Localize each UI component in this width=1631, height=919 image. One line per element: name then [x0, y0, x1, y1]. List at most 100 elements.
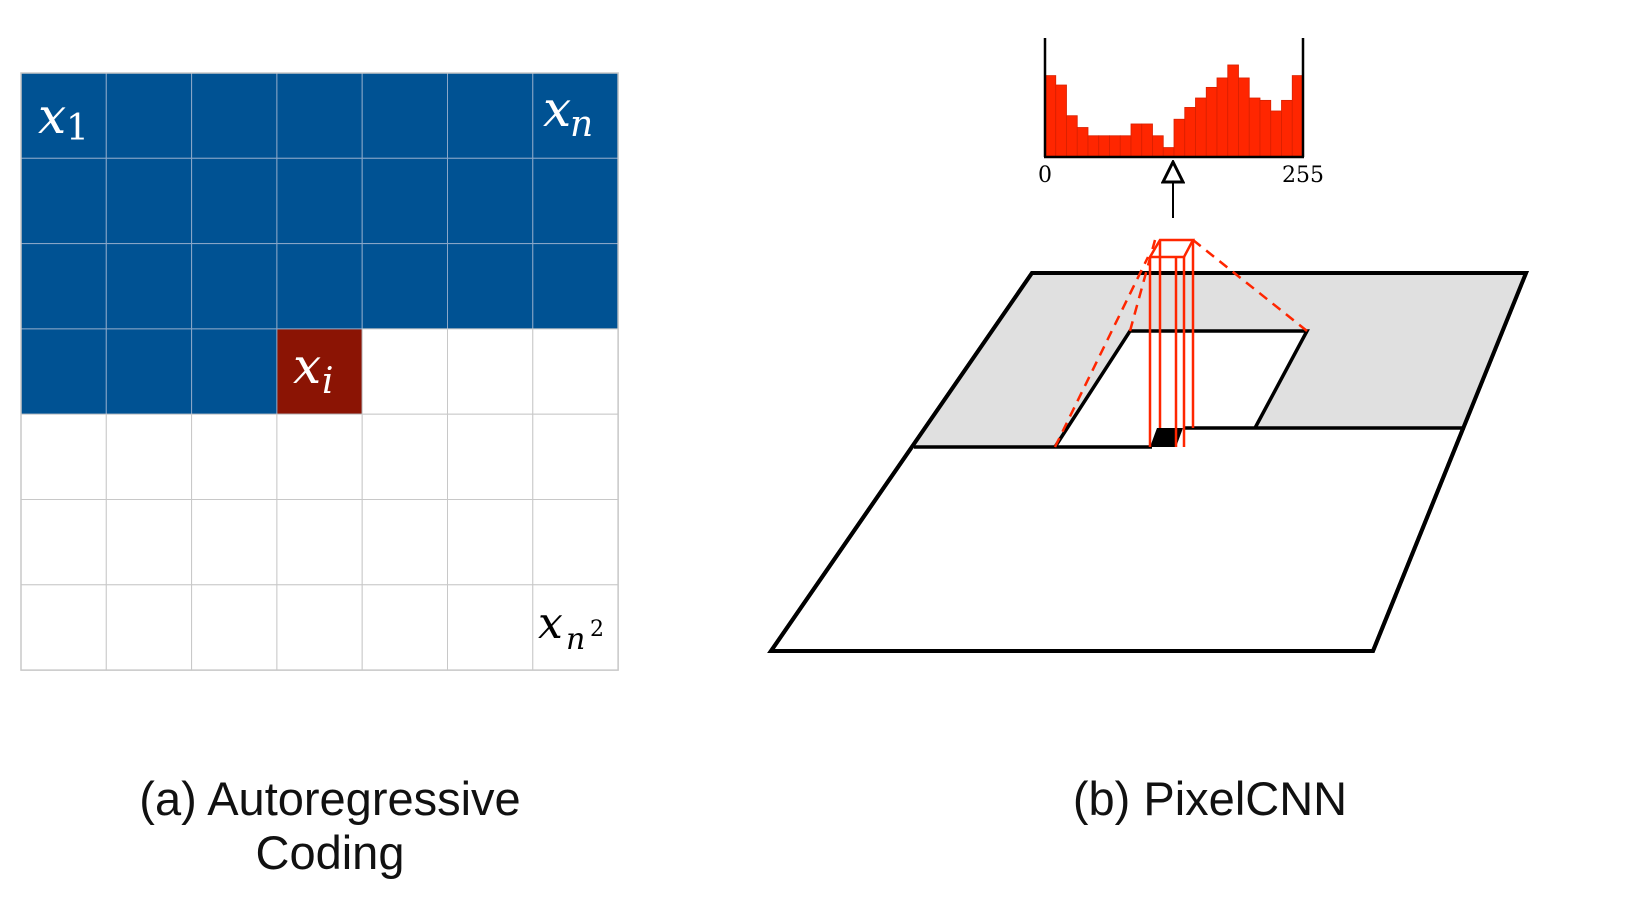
histogram-bar [1270, 110, 1282, 158]
grid-cell [20, 157, 107, 245]
histogram-bar [1259, 99, 1272, 158]
label-xn2-base: x [538, 598, 563, 649]
label-xn2-sub: n [566, 622, 585, 657]
histogram-bar [1152, 135, 1164, 158]
histogram-min-label: 0 [1038, 163, 1052, 188]
label-x1-sub: 1 [66, 108, 89, 149]
histogram-bar [1281, 99, 1293, 158]
label-x1-base: x [38, 87, 66, 145]
grid-cell [276, 584, 363, 671]
grid-cell [105, 499, 193, 586]
grid-cell [276, 413, 363, 501]
grid-cell [105, 584, 193, 671]
histogram-bar [1098, 135, 1110, 158]
grid-cell [20, 413, 107, 501]
grid-cell [276, 72, 363, 159]
histogram-bar [1162, 147, 1175, 158]
grid-cell [105, 72, 193, 159]
histogram-bar [1227, 64, 1239, 158]
label-xn-base: x [543, 80, 571, 138]
grid-cell [361, 413, 449, 501]
autoregressive-grid [20, 72, 619, 671]
grid-cell [276, 499, 363, 586]
label-xi: x i [293, 337, 334, 402]
grid-border [20, 72, 619, 671]
grid-cell [20, 584, 107, 671]
histogram-bar [1216, 77, 1229, 158]
grid-cell [532, 243, 619, 330]
context-region [914, 273, 1526, 447]
histogram-bar [1291, 75, 1304, 158]
grid-cell [532, 584, 619, 671]
output-histogram [1044, 64, 1304, 158]
grid-cell [532, 328, 619, 415]
label-xi-base: x [293, 337, 321, 395]
grid-cell [105, 413, 193, 501]
grid-cell [361, 157, 449, 245]
grid-cell [105, 157, 193, 245]
feature-column [1147, 238, 1196, 447]
grid-cell [105, 328, 193, 415]
histogram-bar [1119, 135, 1132, 158]
histogram-bar [1066, 115, 1078, 158]
label-xn-sub: n [570, 104, 593, 145]
grid-cell [447, 72, 534, 159]
histogram-bar [1141, 123, 1153, 158]
receptive-line-left-outer [1053, 256, 1150, 448]
histogram-bar [1130, 123, 1143, 158]
label-xn2-sup: 2 [590, 617, 604, 642]
histogram-bar [1055, 84, 1067, 158]
grid-cell [191, 243, 278, 330]
grid-cell [191, 72, 278, 159]
caption-pixelcnn: (b) PixelCNN [1072, 772, 1348, 825]
histogram-bar [1076, 127, 1089, 158]
caption-autoregressive: (a) Autoregressive Coding [70, 772, 590, 880]
grid-cell [361, 584, 449, 671]
histogram-bar [1238, 77, 1250, 158]
grid-cell [447, 584, 534, 671]
grid-cell [361, 72, 449, 159]
grid-cell [447, 328, 534, 415]
grid-cell [532, 499, 619, 586]
histogram-bar [1195, 97, 1207, 158]
grid-cell [532, 413, 619, 501]
grid-cell [20, 72, 107, 159]
histogram-max-label: 255 [1282, 163, 1324, 188]
grid-cell [276, 243, 363, 330]
histogram-bar [1248, 97, 1261, 158]
histogram-bar [1044, 75, 1057, 158]
grid-cell [105, 243, 193, 330]
grid-cell [447, 413, 534, 501]
receptive-field-outline [1053, 329, 1310, 448]
histogram-bar [1205, 86, 1218, 158]
label-xn2: x n 2 [538, 598, 604, 657]
grid-cell [191, 413, 278, 501]
grid-cell [276, 328, 363, 415]
histogram-bar [1087, 135, 1100, 158]
label-xi-sub: i [322, 361, 334, 402]
grid-cell [276, 157, 363, 245]
grid-cell [20, 499, 107, 586]
grid-cell [191, 328, 278, 415]
grid-cell [20, 328, 107, 415]
grid-cell [361, 328, 449, 415]
grid-cell [191, 499, 278, 586]
histogram-bar [1173, 118, 1186, 158]
grid-cell [532, 157, 619, 245]
grid-cell [447, 157, 534, 245]
grid-cell [361, 499, 449, 586]
grid-cell [361, 243, 449, 330]
grid-cell [447, 243, 534, 330]
histogram-bar [1184, 107, 1196, 158]
label-x1: x 1 [38, 87, 89, 149]
caption-autoregressive-line2: Coding [255, 826, 405, 879]
grid-cell [20, 243, 107, 330]
histogram-bar [1109, 135, 1121, 158]
receptive-line-right [1192, 239, 1308, 332]
grid-cell [191, 584, 278, 671]
grid-cell [191, 157, 278, 245]
grid-cell [447, 499, 534, 586]
label-xn: x n [543, 80, 593, 145]
